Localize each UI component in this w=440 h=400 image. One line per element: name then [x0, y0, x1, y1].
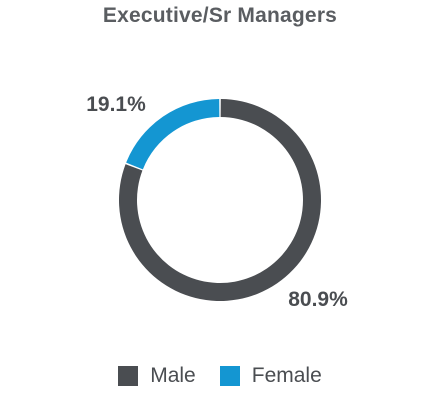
legend-item-female: Female — [219, 364, 322, 388]
legend: Male Female — [0, 364, 440, 388]
legend-label-male: Male — [150, 364, 196, 387]
data-label-male: 80.9% — [288, 288, 348, 311]
data-label-female: 19.1% — [86, 93, 146, 116]
legend-label-female: Female — [251, 364, 322, 387]
chart-title: Executive/Sr Managers — [102, 4, 338, 27]
legend-swatch-female — [219, 366, 240, 386]
legend-swatch-male — [118, 366, 139, 386]
donut-chart: 80.9% 19.1% — [86, 93, 348, 311]
slice-female — [126, 99, 220, 170]
legend-item-male: Male — [118, 364, 196, 388]
